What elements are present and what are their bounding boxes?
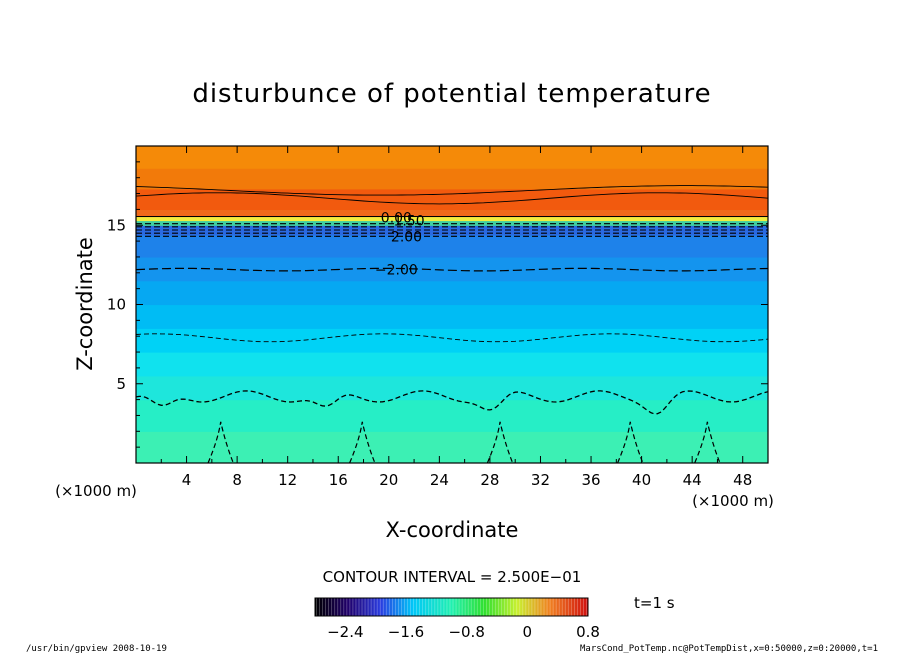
color-band-0 <box>136 431 768 463</box>
y-axis-label: Z-coordinate <box>73 237 97 371</box>
contour-plume-1 <box>349 421 376 463</box>
y-tick-label-5: 5 <box>116 375 126 393</box>
x-axis-label: X-coordinate <box>386 518 519 542</box>
contour-plume-4 <box>694 421 721 463</box>
color-band-8 <box>136 234 768 258</box>
colorbar-tick-label-1: −1.6 <box>388 623 424 641</box>
x-tick-label-16: 16 <box>329 471 348 489</box>
x-unit-left: (×1000 m) <box>55 482 137 500</box>
x-tick-label-8: 8 <box>232 471 242 489</box>
contour-warm-2 <box>136 185 768 196</box>
color-band-12 <box>136 209 768 218</box>
footer-right: MarsCond_PotTemp.nc@PotTempDist,x=0:5000… <box>580 644 878 654</box>
chart-title: disturbunce of potential temperature <box>192 79 711 109</box>
x-tick-label-12: 12 <box>278 471 297 489</box>
footer-left: /usr/bin/gpview 2008-10-19 <box>26 644 167 654</box>
x-tick-label-40: 40 <box>632 471 651 489</box>
x-tick-label-4: 4 <box>182 471 192 489</box>
x-tick-label-24: 24 <box>430 471 449 489</box>
y-tick-label-15: 15 <box>107 216 126 234</box>
contour-boundary-layer <box>136 390 768 415</box>
x-tick-label-32: 32 <box>531 471 550 489</box>
x-tick-label-44: 44 <box>683 471 702 489</box>
contour-plume-3 <box>617 421 644 463</box>
colorbar-tick-label-2: −0.8 <box>448 623 484 641</box>
x-tick-label-20: 20 <box>379 471 398 489</box>
color-band-2 <box>136 375 768 401</box>
colorbar-tick-label-3: 0 <box>523 623 533 641</box>
contour-interval: CONTOUR INTERVAL = 2.500E−01 <box>323 568 582 586</box>
color-band-5 <box>136 304 768 329</box>
contour-plume-2 <box>486 421 514 463</box>
colorbar: −2.4 −1.6 −0.8 0 0.8 <box>314 597 600 641</box>
contour-lines <box>136 185 768 463</box>
colorbar-tick-label-0: −2.4 <box>327 623 363 641</box>
contour-label-1: 1.50 <box>393 213 424 229</box>
color-band-3 <box>136 352 768 377</box>
x-unit-right: (×1000 m) <box>692 492 774 510</box>
x-tick-label-28: 28 <box>480 471 499 489</box>
contour-plume-0 <box>207 421 234 463</box>
contour-mid <box>136 333 768 343</box>
contour-minus-2 <box>136 267 768 272</box>
color-band-14 <box>136 168 768 190</box>
color-band-7 <box>136 256 768 282</box>
contour-warm-1 <box>136 192 768 205</box>
colorbar-frame <box>314 597 589 617</box>
colorbar-stripes <box>316 598 587 616</box>
contour-label-3: −2.00 <box>375 263 418 279</box>
plot-area: 0.001.502.00 −2.00 <box>135 145 769 464</box>
color-band-11 <box>136 216 768 222</box>
x-tick-label-36: 36 <box>581 471 600 489</box>
y-tick-label-10: 10 <box>107 296 126 314</box>
x-axis-ticks: 4 8 12 16 20 24 28 32 36 40 44 48 <box>160 146 752 489</box>
x-tick-label-48: 48 <box>733 471 752 489</box>
time-label: t=1 s <box>634 594 675 612</box>
color-band-4 <box>136 328 768 353</box>
colorbar-gradient <box>315 598 588 616</box>
colorbar-tick-label-4: 0.8 <box>576 623 600 641</box>
contour-labels: 0.001.502.00 −2.00 <box>375 210 425 278</box>
colorbar-ticks: −2.4 −1.6 −0.8 0 0.8 <box>327 623 600 641</box>
contour-label-2: 2.00 <box>391 229 422 245</box>
contour-label-0: 0.00 <box>381 210 412 226</box>
color-band-6 <box>136 280 768 306</box>
color-band-15 <box>136 146 768 169</box>
color-band-1 <box>136 399 768 432</box>
color-band-13 <box>136 188 768 210</box>
y-axis-ticks: 5 10 15 <box>107 161 768 448</box>
